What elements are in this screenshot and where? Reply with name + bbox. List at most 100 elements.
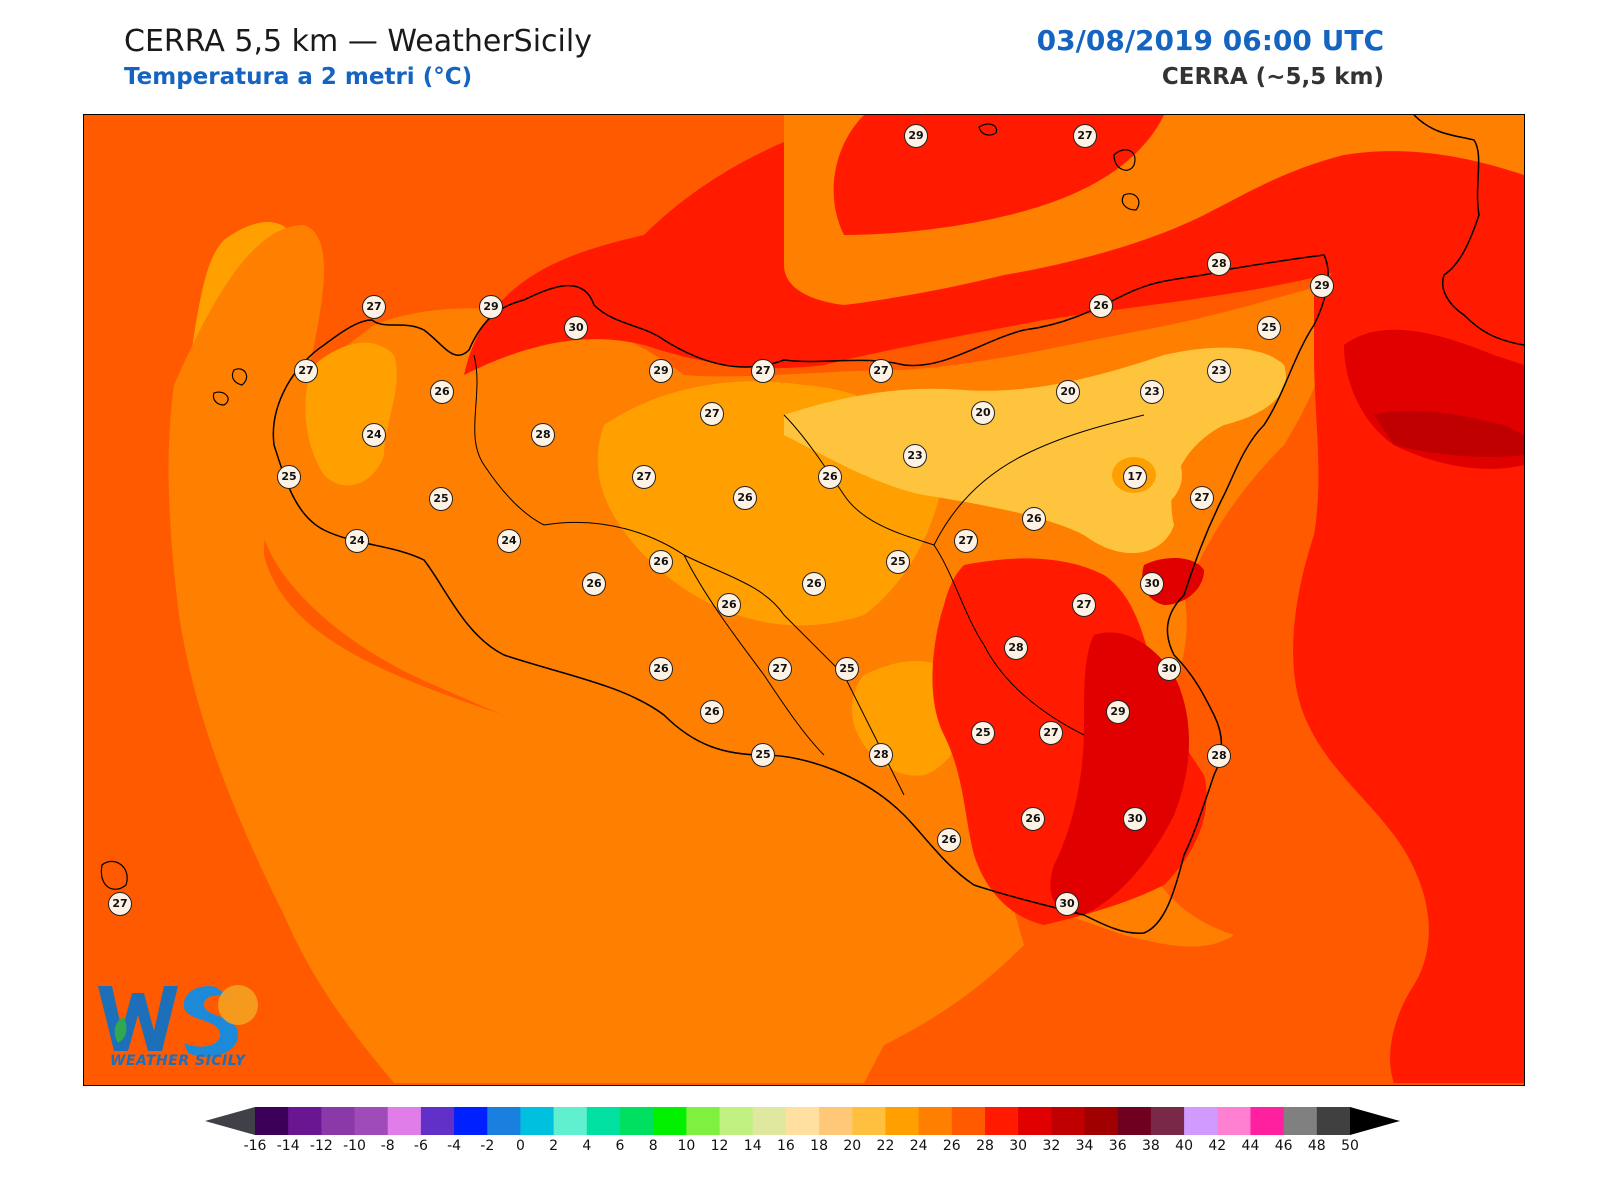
station-value: 30 xyxy=(1123,807,1147,831)
sicily-coastline xyxy=(272,254,1329,934)
colorbar-segment xyxy=(752,1107,787,1135)
colorbar-tick-label: 14 xyxy=(743,1138,762,1154)
station-value: 26 xyxy=(430,380,454,404)
station-value: 17 xyxy=(1123,465,1147,489)
station-value: 24 xyxy=(497,529,521,553)
colorbar-tick-label: 16 xyxy=(776,1138,795,1154)
colorbar-tick-label: 34 xyxy=(1075,1138,1094,1154)
colorbar-segment xyxy=(885,1107,920,1135)
colorbar-segment xyxy=(454,1107,488,1135)
station-value: 26 xyxy=(700,700,724,724)
colorbar-segment xyxy=(487,1107,521,1135)
colorbar-tick-label: 22 xyxy=(876,1138,895,1154)
colorbar-segment xyxy=(1250,1107,1285,1135)
station-value: 27 xyxy=(108,892,132,916)
station-value: 27 xyxy=(869,359,893,383)
station-value: 27 xyxy=(1072,593,1096,617)
station-value: 27 xyxy=(954,529,978,553)
station-value: 26 xyxy=(802,572,826,596)
colorbar-segment xyxy=(586,1107,621,1135)
colorbar-under-arrow xyxy=(205,1107,255,1135)
station-value: 25 xyxy=(751,743,775,767)
colorbar-segment xyxy=(420,1107,455,1135)
colorbar-tick-label: 4 xyxy=(582,1138,592,1154)
colorbar-segment xyxy=(852,1107,886,1135)
station-value: 27 xyxy=(768,657,792,681)
colorbar-tick-label: -16 xyxy=(243,1138,267,1154)
station-value: 25 xyxy=(886,550,910,574)
station-value: 29 xyxy=(1106,700,1130,724)
colorbar-segment xyxy=(354,1107,389,1135)
colorbar-segment xyxy=(1217,1107,1251,1135)
southeast-zone-30-32 xyxy=(1050,632,1189,915)
colorbar-tick-label: -10 xyxy=(343,1138,366,1154)
station-value: 26 xyxy=(582,572,606,596)
colorbar-tick-label: 50 xyxy=(1341,1138,1359,1154)
colorbar-segment xyxy=(1117,1107,1152,1135)
station-value: 28 xyxy=(1207,252,1231,276)
valid-time: 03/08/2019 06:00 UTC xyxy=(1036,24,1384,57)
station-value: 25 xyxy=(1257,316,1281,340)
ionian-zone-32-34 xyxy=(1374,410,1524,457)
colorbar-segment xyxy=(1316,1107,1351,1135)
colorbar-tick-label: -8 xyxy=(380,1138,395,1154)
station-value: 20 xyxy=(971,401,995,425)
colorbar-segment xyxy=(387,1107,422,1135)
colorbar-tick-label: -2 xyxy=(480,1138,495,1154)
station-value: 25 xyxy=(971,721,995,745)
egadi-islands xyxy=(212,368,248,406)
colorbar-tick-label: 36 xyxy=(1108,1138,1127,1154)
station-value: 29 xyxy=(1310,274,1334,298)
ws-logo-mark-icon xyxy=(98,985,258,1057)
colorbar-tick-label: 18 xyxy=(810,1138,828,1154)
colorbar-tick-label: 48 xyxy=(1307,1138,1326,1154)
model-name: CERRA (~5,5 km) xyxy=(1161,64,1384,90)
station-value: 26 xyxy=(1022,507,1046,531)
sea-zone-26-28 xyxy=(168,225,1025,1083)
colorbar-segment xyxy=(951,1107,986,1135)
station-value: 30 xyxy=(1140,572,1164,596)
colorbar-tick-label: -12 xyxy=(309,1138,333,1154)
colorbar-segment xyxy=(918,1107,953,1135)
station-value: 27 xyxy=(294,359,318,383)
colorbar-tick-label: 32 xyxy=(1042,1138,1061,1154)
station-value: 29 xyxy=(904,124,928,148)
colorbar-tick-label: 0 xyxy=(515,1138,525,1154)
colorbar-tick-label: 30 xyxy=(1009,1138,1028,1154)
station-value: 26 xyxy=(649,657,673,681)
colorbar-segment xyxy=(553,1107,588,1135)
station-value: 28 xyxy=(869,743,893,767)
colorbar-tick-label: 20 xyxy=(843,1138,862,1154)
station-value: 28 xyxy=(1004,636,1028,660)
colorbar-segment xyxy=(653,1107,687,1135)
temperature-colorbar xyxy=(205,1107,1400,1135)
colorbar-segment xyxy=(686,1107,721,1135)
colorbar-over-arrow xyxy=(1350,1107,1400,1135)
station-value: 25 xyxy=(277,465,301,489)
colorbar-segment xyxy=(620,1107,654,1135)
colorbar-tick-label: -6 xyxy=(413,1138,428,1154)
colorbar-tick-label: 38 xyxy=(1141,1138,1160,1154)
station-value: 26 xyxy=(649,550,673,574)
colorbar-segment xyxy=(1184,1107,1218,1135)
ustica-island xyxy=(978,123,998,136)
station-value: 25 xyxy=(429,487,453,511)
temperature-field xyxy=(100,115,1524,1083)
station-value: 26 xyxy=(937,828,961,852)
station-value: 26 xyxy=(1021,807,1045,831)
colorbar-tick-label: 42 xyxy=(1208,1138,1227,1154)
colorbar-segment xyxy=(288,1107,322,1135)
station-value: 29 xyxy=(479,295,503,319)
station-value: 30 xyxy=(564,316,588,340)
weathersicily-logo: WEATHER SICILY xyxy=(98,981,258,1081)
station-value: 30 xyxy=(1157,657,1181,681)
land-zone-24-26-west xyxy=(305,342,397,486)
colorbar-segment xyxy=(819,1107,853,1135)
ionian-zone-28-30 xyxy=(1293,195,1524,1083)
station-value: 27 xyxy=(751,359,775,383)
colorbar-segment xyxy=(1150,1107,1185,1135)
station-value: 27 xyxy=(1039,721,1063,745)
station-value: 24 xyxy=(345,529,369,553)
colorbar-segment xyxy=(1018,1107,1052,1135)
colorbar-tick-label: 8 xyxy=(648,1138,658,1154)
